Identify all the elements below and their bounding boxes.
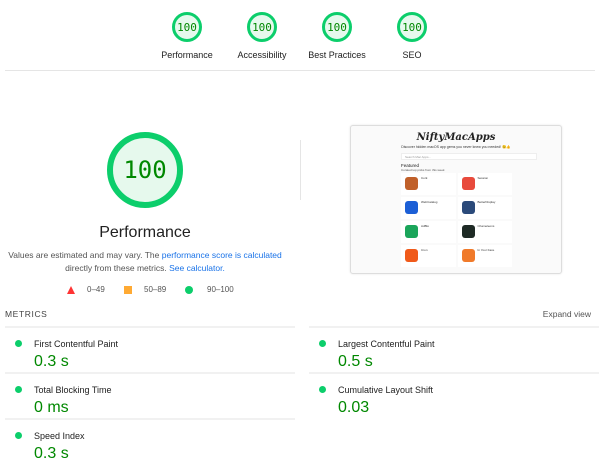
app-icon	[461, 201, 475, 214]
score-gauge: 100	[397, 12, 427, 42]
metric-first-contentful-paint: First Contentful Paint 0.3 s	[5, 328, 295, 373]
metric-total-blocking-time: Total Blocking Time 0 ms	[5, 374, 295, 419]
metric-title: First Contentful Paint	[34, 339, 119, 349]
square-icon	[124, 285, 132, 294]
app-name: WebCatalog	[421, 200, 438, 204]
app-name: Session	[477, 176, 489, 180]
metric-value: 0.5 s	[338, 353, 373, 370]
description-text: Values are estimated and may vary. The	[8, 250, 162, 260]
category-label: SEO	[402, 50, 422, 60]
metric-value: 0.03	[338, 399, 370, 416]
metric-divider	[5, 372, 295, 374]
app-card: Session	[457, 173, 512, 195]
metric-title: Speed Index	[34, 431, 85, 441]
pass-circle-icon	[15, 432, 22, 439]
app-grid: Cork Session WebCatalog BetterDisplay AdBlo C…	[401, 173, 512, 267]
metric-divider	[309, 326, 599, 328]
category-best-practices[interactable]: 100 Best Practices	[287, 12, 387, 60]
description: Values are estimated and may vary. The p…	[0, 249, 290, 262]
category-accessibility[interactable]: 100 Accessibility	[212, 12, 312, 60]
app-name: Cork	[421, 176, 428, 180]
performance-score-link[interactable]: performance score is calculated	[161, 250, 282, 260]
pass-circle-icon	[15, 340, 22, 347]
metric-divider	[309, 372, 599, 374]
app-icon	[405, 225, 418, 238]
performance-gauge: 100	[107, 132, 183, 208]
legend-label: 50–89	[144, 285, 167, 294]
app-icon	[461, 249, 475, 262]
app-card: Cork	[401, 173, 456, 195]
metric-title: Largest Contentful Paint	[338, 339, 435, 349]
app-icon	[405, 177, 418, 190]
app-name: Chameleons	[477, 224, 495, 228]
app-icon	[405, 249, 418, 262]
app-card: Cron	[401, 245, 456, 267]
category-seo[interactable]: 100 SEO	[362, 12, 462, 60]
triangle-icon	[67, 285, 75, 294]
description-line-2: directly from these metrics. See calcula…	[0, 262, 290, 275]
legend-label: 90–100	[207, 285, 234, 294]
metrics-header: METRICS	[5, 309, 48, 319]
metric-speed-index: Speed Index 0.3 s	[5, 420, 295, 465]
metric-value: 0.3 s	[34, 353, 69, 370]
app-card: In Your Face	[457, 245, 512, 267]
legend-average: 50–89	[124, 285, 166, 294]
app-icon	[461, 225, 475, 238]
app-name: AdBlo	[421, 224, 430, 228]
site-subtitle: Discover hidden macOS app gems you never…	[401, 145, 511, 149]
legend-label: 0–49	[87, 285, 105, 294]
pass-circle-icon	[319, 386, 326, 393]
site-search: Search Mac Apps...	[401, 153, 537, 160]
pass-circle-icon	[15, 386, 22, 393]
description-text: directly from these metrics.	[65, 263, 170, 273]
metric-cumulative-layout-shift: Cumulative Layout Shift 0.03	[309, 374, 599, 419]
featured-heading: Featured	[401, 163, 420, 168]
metric-divider	[5, 326, 295, 328]
vertical-divider	[300, 140, 301, 200]
app-icon	[405, 201, 418, 214]
app-name: In Your Face	[477, 248, 495, 252]
category-label: Best Practices	[308, 50, 366, 60]
app-card: Chameleons	[457, 221, 512, 243]
category-label: Performance	[161, 50, 213, 60]
app-card: AdBlo	[401, 221, 456, 243]
score-gauge: 100	[172, 12, 202, 42]
app-card: WebCatalog	[401, 197, 456, 219]
category-label: Accessibility	[237, 50, 287, 60]
app-name: BetterDisplay	[477, 200, 496, 204]
performance-title: Performance	[99, 224, 191, 241]
app-card: BetterDisplay	[457, 197, 512, 219]
score-gauge: 100	[322, 12, 352, 42]
metric-title: Cumulative Layout Shift	[338, 385, 434, 395]
metric-value: 0 ms	[34, 399, 69, 416]
score-gauge: 100	[247, 12, 277, 42]
final-screenshot[interactable]: NiftyMacApps Discover hidden macOS app g…	[350, 125, 562, 274]
legend-pass: 90–100	[185, 285, 234, 294]
metric-largest-contentful-paint: Largest Contentful Paint 0.5 s	[309, 328, 599, 373]
pass-circle-icon	[319, 340, 326, 347]
metric-divider	[5, 418, 295, 420]
metric-value: 0.3 s	[34, 445, 69, 462]
circle-icon	[185, 285, 193, 294]
see-calculator-link[interactable]: See calculator.	[169, 263, 225, 273]
curated-text: Curated top picks from this week	[401, 168, 445, 172]
category-performance[interactable]: 100 Performance	[137, 12, 237, 60]
expand-view-button[interactable]: Expand view	[542, 309, 591, 319]
app-icon	[461, 177, 475, 190]
site-logo: NiftyMacApps	[416, 132, 496, 143]
app-name: Cron	[421, 248, 428, 252]
divider	[5, 70, 595, 71]
metric-title: Total Blocking Time	[34, 385, 112, 395]
legend-fail: 0–49	[67, 285, 105, 294]
